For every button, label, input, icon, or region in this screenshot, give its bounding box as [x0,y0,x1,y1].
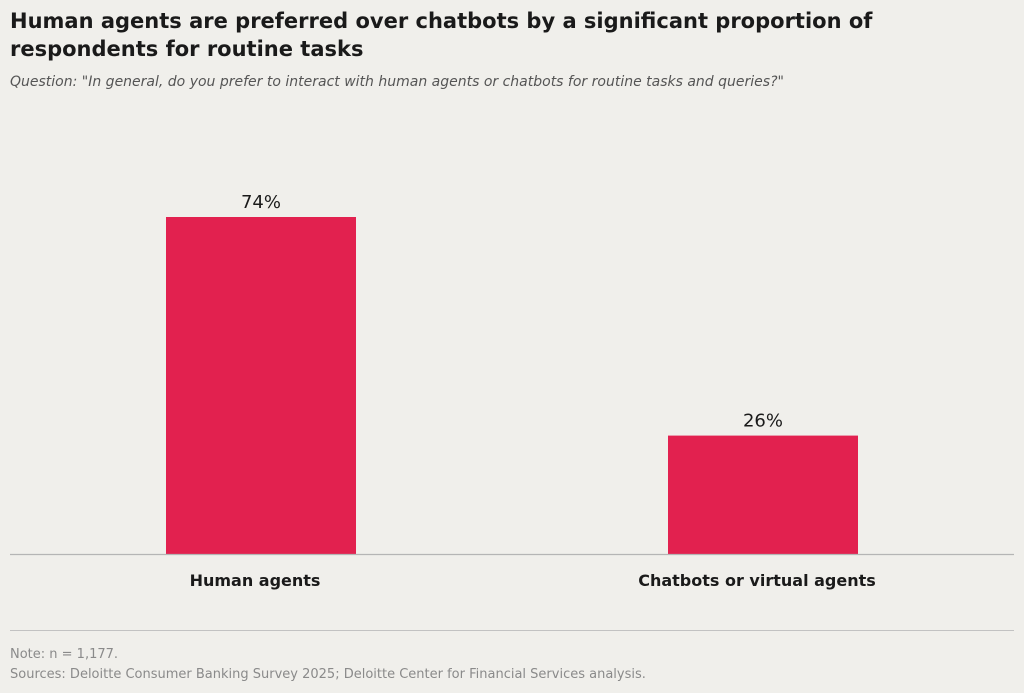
bar [166,217,356,554]
chart-subtitle: Question: "In general, do you prefer to … [10,74,784,90]
footer-note: Note: n = 1,177. [10,647,119,662]
data-label: 26% [743,411,783,432]
footer-divider [10,630,1014,631]
bar-chart: 74% Human agents 26% Chatbots or virtual ag… [10,192,1014,590]
category-label: Chatbots or virtual agents [638,571,876,590]
footer-sources: Sources: Deloitte Consumer Banking Surve… [10,667,646,682]
category-label: Human agents [190,571,321,590]
data-label: 74% [241,192,281,213]
bar [668,435,858,554]
chart-title: Human agents are preferred over chatbots… [10,9,873,61]
